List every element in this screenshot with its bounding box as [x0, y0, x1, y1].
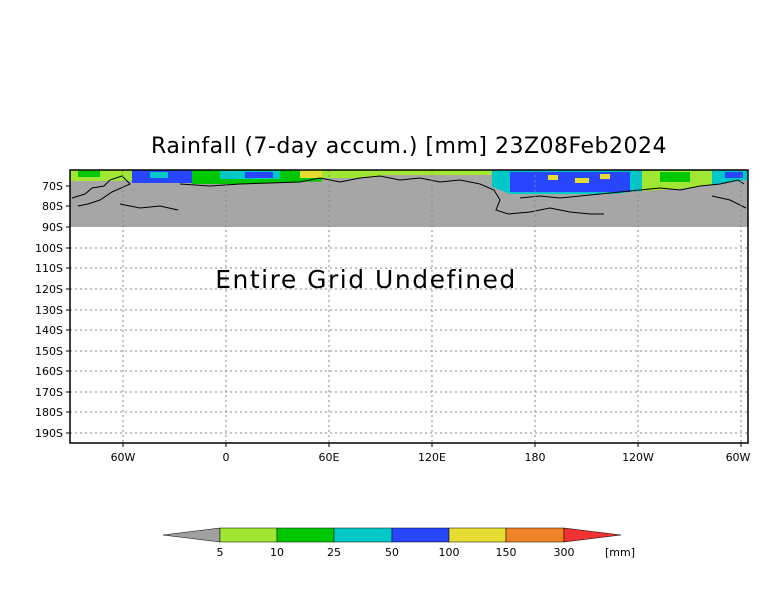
- x-tick-label: 60W: [726, 451, 751, 464]
- colorbar-cell: [333, 527, 393, 543]
- x-tick-label: 60W: [111, 451, 136, 464]
- map-title: Rainfall (7-day accum.) [mm] 23Z08Feb202…: [151, 134, 667, 159]
- rainfall-field: [70, 170, 748, 194]
- colorbar-unit: [mm]: [605, 546, 635, 559]
- map-frame: [69, 169, 749, 444]
- colorbar-label: 100: [439, 546, 460, 559]
- y-tick-label: 140S: [35, 324, 63, 337]
- x-tick-label: 60E: [319, 451, 340, 464]
- colorbar-cell: [276, 527, 335, 543]
- colorbar-label: 25: [327, 546, 341, 559]
- colorbar-label: 5: [217, 546, 224, 559]
- colorbar-cell: [505, 527, 565, 543]
- y-tick-label: 80S: [42, 200, 63, 213]
- colorbar: [162, 527, 622, 543]
- x-tick-marks: [122, 443, 742, 447]
- x-tick-labels: 60W 0 60E 120E 180 120W 60W: [111, 451, 751, 464]
- colorbar-labels: 5 10 25 50 100 150 300 [mm]: [217, 546, 636, 559]
- colorbar-label: 10: [270, 546, 284, 559]
- colorbar-cell: [391, 527, 450, 543]
- y-tick-label: 120S: [35, 283, 63, 296]
- y-tick-label: 170S: [35, 386, 63, 399]
- y-tick-label: 150S: [35, 345, 63, 358]
- x-tick-label: 0: [223, 451, 230, 464]
- y-tick-label: 160S: [35, 365, 63, 378]
- coastline: [71, 175, 747, 215]
- y-tick-label: 190S: [35, 427, 63, 440]
- y-tick-label: 110S: [35, 262, 63, 275]
- x-tick-label: 120W: [622, 451, 654, 464]
- colorbar-under-triangle: [162, 527, 221, 543]
- grid-lines: [70, 170, 748, 443]
- undefined-message: Entire Grid Undefined: [215, 265, 517, 294]
- x-tick-label: 180: [525, 451, 546, 464]
- colorbar-label: 300: [554, 546, 575, 559]
- y-tick-labels: 70S 80S 90S 100S 110S 120S 130S 140S 150…: [35, 180, 63, 440]
- y-tick-label: 100S: [35, 242, 63, 255]
- x-tick-label: 120E: [418, 451, 446, 464]
- y-tick-label: 130S: [35, 304, 63, 317]
- colorbar-cell: [219, 527, 278, 543]
- colorbar-label: 50: [385, 546, 399, 559]
- y-tick-label: 180S: [35, 406, 63, 419]
- colorbar-over-triangle: [563, 527, 622, 543]
- y-tick-label: 70S: [42, 180, 63, 193]
- y-tick-marks: [66, 185, 70, 434]
- antarctica-landmass: [70, 176, 748, 227]
- y-tick-label: 90S: [42, 221, 63, 234]
- colorbar-cell: [448, 527, 507, 543]
- colorbar-label: 150: [496, 546, 517, 559]
